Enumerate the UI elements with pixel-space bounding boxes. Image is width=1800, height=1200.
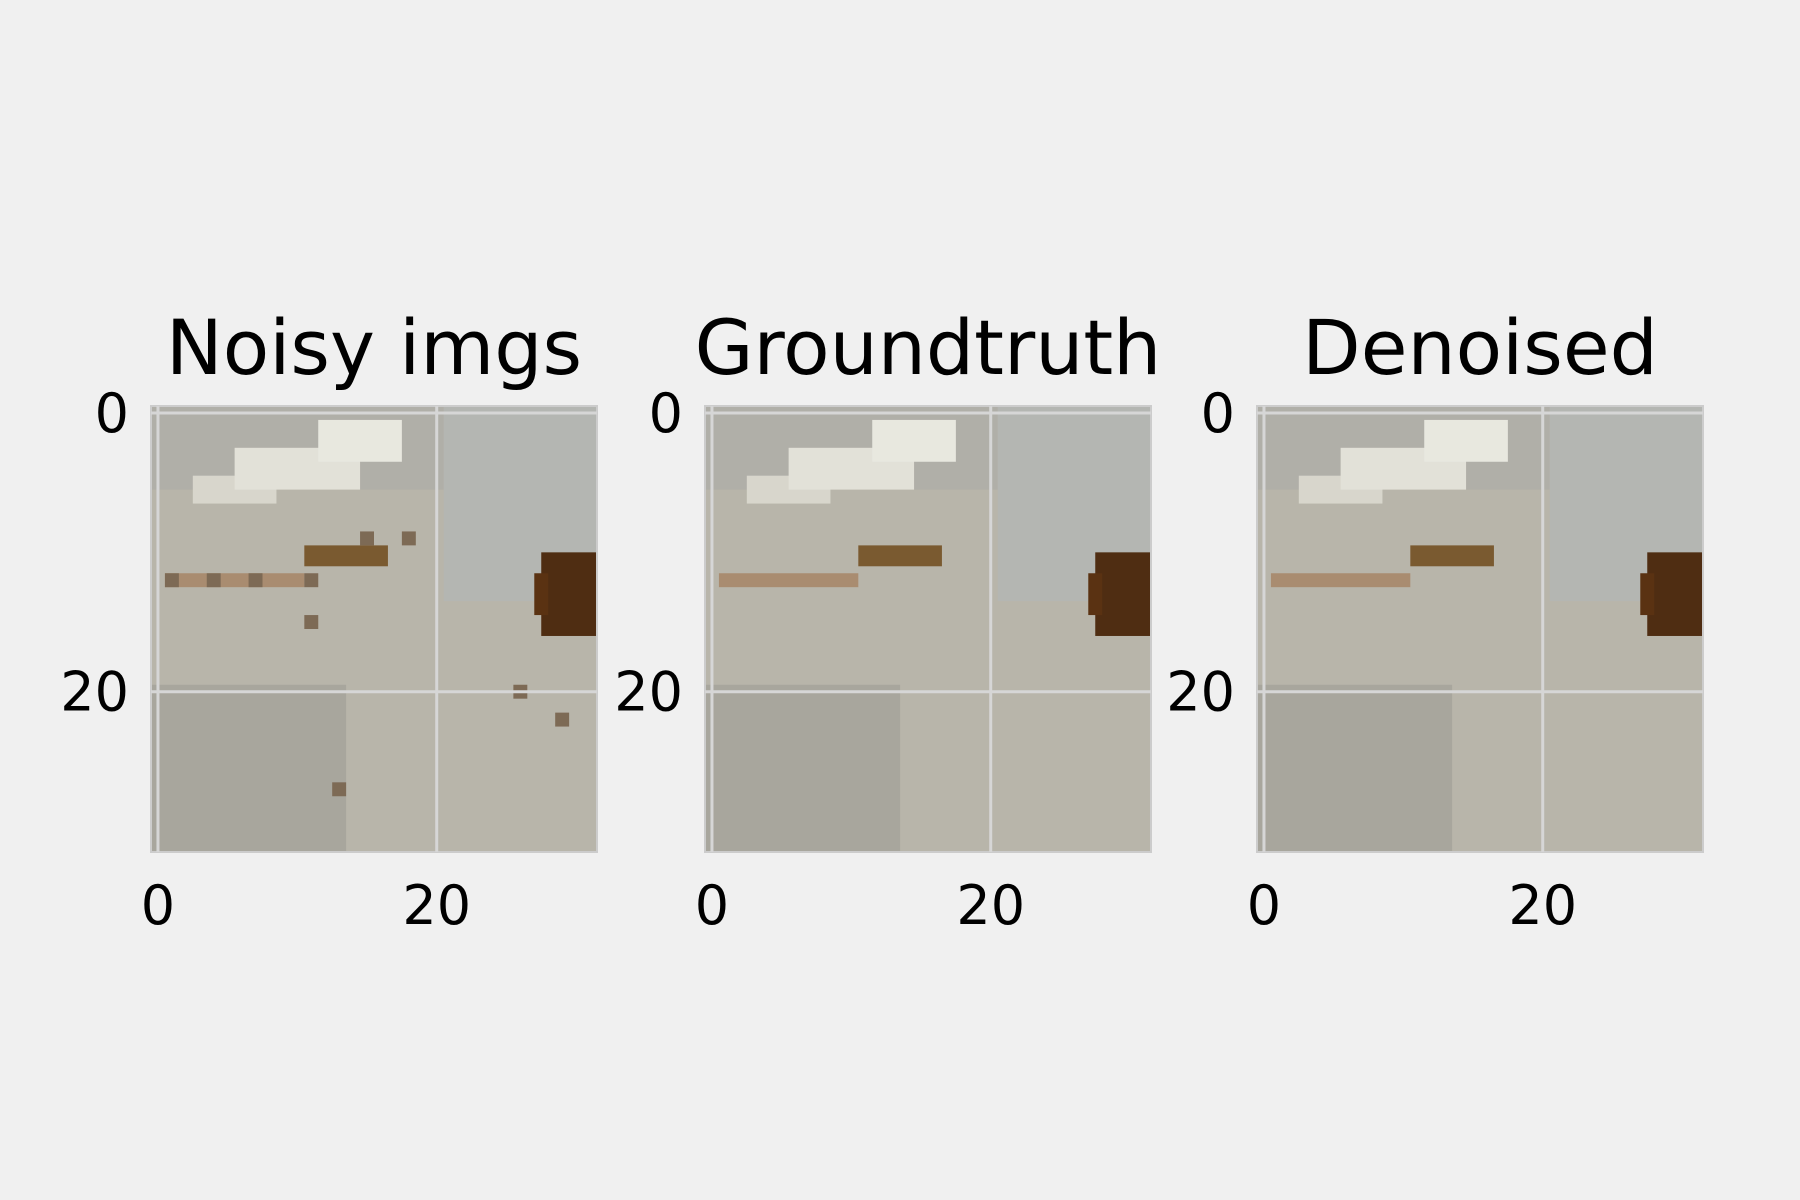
image (705, 406, 1151, 852)
noise-pixel (360, 531, 374, 546)
axes-title: Groundtruth (695, 303, 1162, 392)
noise-pixel (332, 782, 347, 797)
noise-pixel (555, 712, 570, 727)
image-region (1270, 573, 1411, 588)
noise-pixel (164, 573, 179, 588)
axes-frame (150, 405, 598, 853)
y-tick-label: 0 (649, 382, 683, 445)
axes-frame (704, 405, 1152, 853)
image-region (718, 573, 859, 588)
x-tick-label: 0 (1247, 874, 1281, 937)
axes-frame (1256, 405, 1704, 853)
x-tick-label: 0 (695, 874, 729, 937)
image (151, 406, 597, 852)
x-tick-label: 0 (141, 874, 175, 937)
image-region (304, 545, 388, 567)
y-tick-label: 20 (1166, 661, 1235, 724)
noise-pixel (206, 573, 221, 588)
image-region (1424, 419, 1508, 462)
image-region (1095, 552, 1151, 636)
axes-title: Denoised (1302, 303, 1658, 392)
noise-pixel (401, 531, 416, 546)
image-region (534, 573, 549, 616)
image-region (1088, 573, 1103, 616)
y-tick-label: 0 (1201, 382, 1235, 445)
image-region (164, 573, 305, 588)
image-region (872, 419, 956, 462)
image (1257, 406, 1703, 852)
noise-pixel (248, 573, 263, 588)
image-region (541, 552, 597, 636)
image-region (151, 684, 347, 852)
image-region (1640, 573, 1655, 616)
x-tick-label: 20 (956, 874, 1025, 937)
y-tick-label: 0 (95, 382, 129, 445)
x-tick-label: 20 (1508, 874, 1577, 937)
image-region (318, 419, 402, 462)
image-region (1647, 552, 1703, 636)
noise-pixel (304, 573, 319, 588)
axes-title: Noisy imgs (166, 303, 582, 392)
x-tick-label: 20 (402, 874, 471, 937)
y-tick-label: 20 (60, 661, 129, 724)
image-region (1257, 684, 1453, 852)
image-region (705, 684, 901, 852)
image-region (858, 545, 942, 567)
noise-pixel (304, 615, 319, 629)
y-tick-label: 20 (614, 661, 683, 724)
image-region (1410, 545, 1494, 567)
